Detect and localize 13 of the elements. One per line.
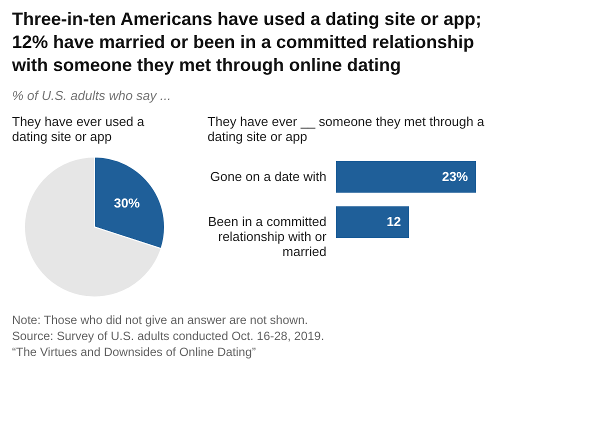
y-tick-label: Gone on a date with xyxy=(210,168,326,184)
chart-title: They have ever used a dating site or app xyxy=(12,114,146,144)
source-note: Source: Survey of U.S. adults conducted Oct. 16-28, 2019. xyxy=(12,329,324,343)
data-label: 23% xyxy=(442,168,468,184)
pie-slice xyxy=(24,156,162,298)
text: % of U.S. adults who say ... xyxy=(12,88,171,103)
y-tick-label: Been in a committed relationship with or married xyxy=(208,214,328,260)
data-label: 30% xyxy=(114,195,140,210)
text: “The Virtues and Downsides of Online Dating” xyxy=(12,345,256,359)
chart-title: They have ever __ someone they met through a dating site or app xyxy=(207,114,486,144)
text: Three-in-ten Americans have used a dating site or app; 12% have married or been in a committed relationship with someone they met through online dating xyxy=(11,9,482,75)
text: Note: Those who did not give an answer are not shown. xyxy=(12,313,308,327)
data-label: 12 xyxy=(386,214,402,230)
